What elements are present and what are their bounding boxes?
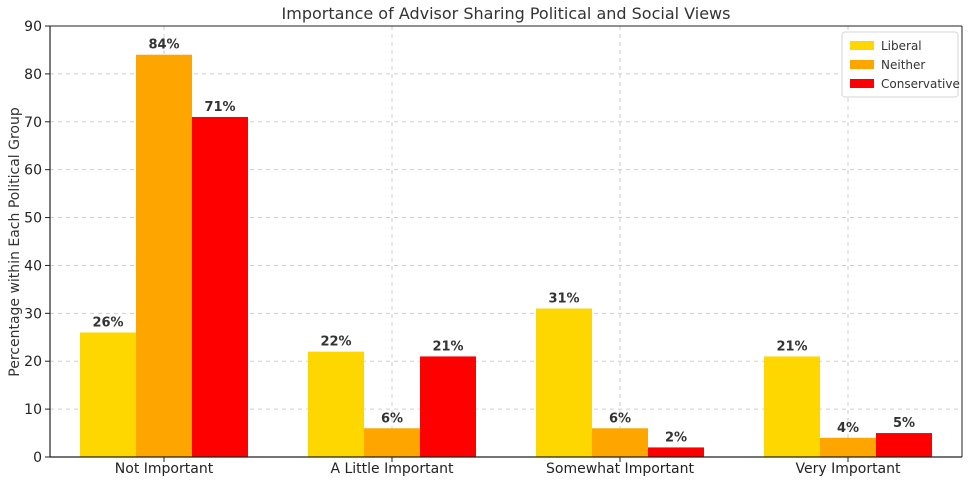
y-tick-label: 50 [24, 211, 42, 227]
bar-neither-0 [136, 54, 192, 457]
legend-swatch-liberal [850, 41, 874, 50]
bar-neither-2 [592, 428, 648, 457]
bar-liberal-3 [764, 356, 820, 457]
bar-value-label: 31% [548, 292, 579, 307]
bar-liberal-0 [80, 332, 136, 457]
bar-neither-3 [820, 437, 876, 457]
legend-swatch-neither [850, 60, 874, 69]
chart-title: Importance of Advisor Sharing Political … [282, 4, 731, 23]
y-tick-label: 10 [24, 402, 42, 418]
bar-value-label: 5% [893, 416, 915, 431]
bar-conservative-2 [648, 447, 704, 457]
bar-value-label: 4% [837, 421, 859, 436]
axes [45, 25, 963, 462]
legend-label-conservative: Conservative [881, 77, 960, 91]
legend-label-neither: Neither [881, 58, 925, 72]
x-tick-label: Very Important [796, 461, 902, 477]
bar-neither-1 [364, 428, 420, 457]
bar-value-label: 21% [776, 339, 807, 354]
y-tick-label: 20 [24, 354, 42, 370]
bar-conservative-3 [876, 433, 932, 457]
legend-swatch-conservative [850, 79, 874, 88]
bar-value-label: 22% [320, 335, 351, 350]
y-tick-label: 40 [24, 258, 42, 274]
bar-conservative-1 [420, 356, 476, 457]
bars [80, 54, 932, 457]
legend: Liberal Neither Conservative [841, 31, 960, 98]
bar-value-label: 21% [432, 339, 463, 354]
tick-labels: 0 10 20 30 40 50 60 70 80 90 Not Important A Little… [24, 19, 901, 477]
y-axis-label: Percentage within Each Political Group [7, 107, 23, 377]
bar-value-label: 84% [148, 38, 179, 53]
bar-liberal-1 [308, 351, 364, 457]
y-tick-label: 30 [24, 306, 42, 322]
y-tick-label: 90 [24, 19, 42, 35]
y-tick-label: 0 [33, 450, 42, 466]
bar-liberal-2 [536, 308, 592, 457]
y-tick-label: 70 [24, 115, 42, 131]
value-labels: 26% 22% 31% 21% 84% 6% 6% 4% 71% 21% 2% 5% [92, 38, 915, 446]
legend-label-liberal: Liberal [881, 39, 922, 53]
x-tick-label: A Little Important [330, 461, 454, 477]
bar-value-label: 71% [204, 100, 235, 115]
bar-conservative-0 [192, 116, 248, 457]
x-tick-label: Not Important [115, 461, 214, 477]
x-tick-label: Somewhat Important [546, 461, 694, 477]
bar-value-label: 6% [381, 411, 403, 426]
bar-value-label: 2% [665, 430, 687, 445]
bar-value-label: 26% [92, 315, 123, 330]
y-tick-label: 60 [24, 163, 42, 179]
y-tick-label: 80 [24, 67, 42, 83]
bar-value-label: 6% [609, 411, 631, 426]
